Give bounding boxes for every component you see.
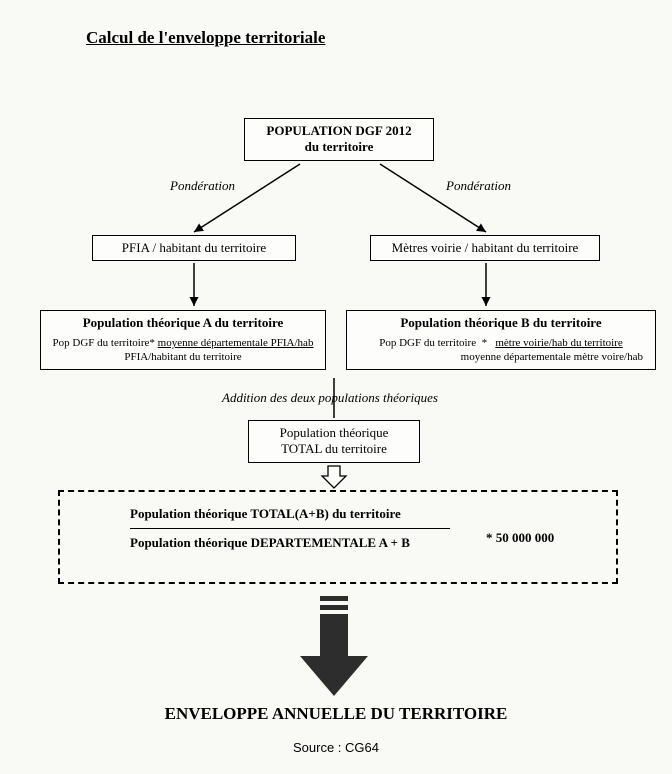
total-population-box: Population théorique TOTAL du territoire — [248, 420, 420, 463]
fraction-multiplier: * 50 000 000 — [486, 530, 554, 546]
big-arrow-icon — [300, 596, 368, 696]
page-title: Calcul de l'enveloppe territoriale — [86, 28, 325, 48]
ponderation-left-label: Pondération — [170, 178, 235, 194]
final-enveloppe-text: ENVELOPPE ANNUELLE DU TERRITOIRE — [0, 704, 672, 724]
connector-overlay — [0, 0, 672, 774]
fraction-denominator: Population théorique DEPARTEMENTALE A + … — [130, 535, 450, 551]
left-pfia-box: PFIA / habitant du territoire — [92, 235, 296, 261]
formula-fraction: Population théorique TOTAL(A+B) du terri… — [130, 506, 450, 551]
total-line2: TOTAL du territoire — [255, 441, 413, 457]
pop-b-formula-top: Pop DGF du territoire * mètre voirie/hab… — [353, 337, 649, 351]
pop-b-formula-bot: moyenne départementale mètre voire/hab — [353, 351, 649, 365]
population-b-box: Population théorique B du territoire Pop… — [346, 310, 656, 370]
pop-a-formula-bot: PFIA/habitant du territoire — [47, 351, 319, 365]
left-pfia-text: PFIA / habitant du territoire — [122, 240, 266, 255]
right-voirie-text: Mètres voirie / habitant du territoire — [392, 240, 579, 255]
hollow-arrow-icon — [322, 466, 346, 488]
source-text: Source : CG64 — [0, 740, 672, 755]
population-a-box: Population théorique A du territoire Pop… — [40, 310, 326, 370]
total-line1: Population théorique — [255, 425, 413, 441]
fraction-numerator: Population théorique TOTAL(A+B) du terri… — [130, 506, 450, 522]
fraction-line — [130, 528, 450, 529]
pop-b-title: Population théorique B du territoire — [353, 315, 649, 331]
right-voirie-box: Mètres voirie / habitant du territoire — [370, 235, 600, 261]
top-population-box: POPULATION DGF 2012 du territoire — [244, 118, 434, 161]
pop-a-title: Population théorique A du territoire — [47, 315, 319, 331]
ponderation-right-label: Pondération — [446, 178, 511, 194]
top-box-line2: du territoire — [251, 139, 427, 155]
addition-label: Addition des deux populations théoriques — [222, 390, 438, 406]
pop-a-formula-top: Pop DGF du territoire* moyenne départeme… — [47, 337, 319, 351]
top-box-line1: POPULATION DGF 2012 — [251, 123, 427, 139]
